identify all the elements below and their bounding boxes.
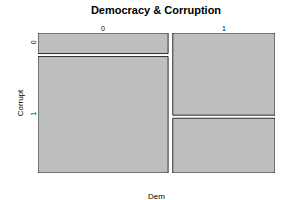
svg-text:1: 1 (30, 112, 37, 116)
svg-text:Dem: Dem (148, 192, 165, 200)
svg-text:Democracy & Corruption: Democracy & Corruption (91, 4, 221, 16)
svg-text:1: 1 (222, 25, 226, 32)
svg-text:0: 0 (101, 25, 105, 32)
svg-text:Corrupt: Corrupt (16, 89, 25, 116)
svg-text:0: 0 (30, 40, 37, 44)
